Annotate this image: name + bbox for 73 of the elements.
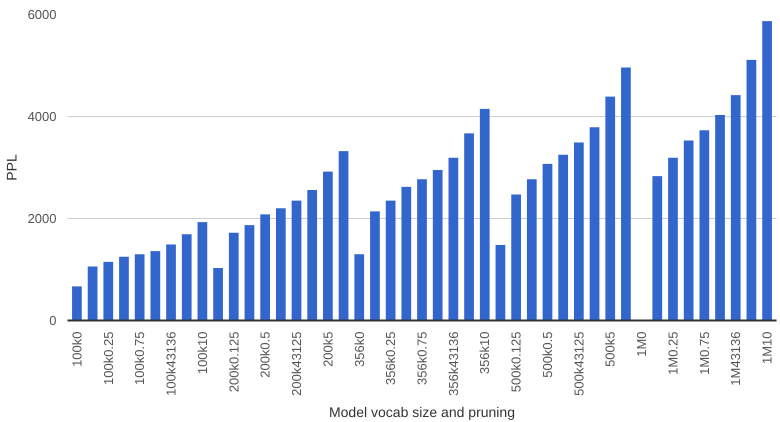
x-tick-label: 1M0.75 xyxy=(696,331,712,375)
bar xyxy=(134,254,145,320)
bar xyxy=(448,158,458,320)
bar xyxy=(88,266,98,320)
bar xyxy=(244,225,254,320)
y-tick-label: 0 xyxy=(49,313,57,328)
bar xyxy=(668,158,678,320)
bar xyxy=(338,151,348,320)
bar xyxy=(699,130,710,320)
bar xyxy=(354,254,364,320)
bar xyxy=(652,176,662,320)
x-tick-label: 1M43136 xyxy=(728,331,744,386)
bar xyxy=(276,208,286,320)
bar xyxy=(496,245,506,320)
bar xyxy=(417,179,427,320)
x-tick-label: 100k0.25 xyxy=(100,331,116,385)
x-tick-label: 500k43125 xyxy=(571,331,586,396)
bar xyxy=(746,60,756,320)
y-axis-title: PPL xyxy=(4,154,20,181)
bar xyxy=(150,251,160,320)
bar xyxy=(684,140,694,320)
x-tick-label: 356k43136 xyxy=(446,331,461,396)
x-tick-label: 356k0.25 xyxy=(383,331,398,385)
bar xyxy=(228,232,239,320)
x-tick-label: 500k0.125 xyxy=(508,331,524,392)
bar xyxy=(198,222,208,320)
x-tick-label: 356k0 xyxy=(352,332,367,367)
bar xyxy=(730,95,741,320)
bar xyxy=(72,286,82,320)
bar xyxy=(511,194,521,320)
bar xyxy=(370,211,380,320)
y-tick-label: 2000 xyxy=(28,211,56,226)
x-tick-label: 500k5 xyxy=(602,332,618,367)
x-tick-label: 200k43125 xyxy=(289,331,304,396)
x-tick-label: 200k0.125 xyxy=(226,331,242,392)
bar xyxy=(432,170,443,320)
x-tick-label: 200k5 xyxy=(320,332,336,367)
bar xyxy=(762,21,772,320)
x-tick-label: 1M0.25 xyxy=(665,331,680,375)
y-tick-label: 4000 xyxy=(28,109,56,124)
bar xyxy=(621,68,631,320)
x-tick-label: 200k0.5 xyxy=(258,331,273,378)
bar xyxy=(386,200,396,320)
y-tick-label: 6000 xyxy=(28,7,56,22)
bar xyxy=(542,164,552,320)
bar xyxy=(590,127,600,320)
x-tick-label: 1M0 xyxy=(634,331,650,357)
bar xyxy=(574,142,584,320)
x-axis-title: Model vocab size and pruning xyxy=(328,404,516,420)
bar xyxy=(182,234,192,320)
x-tick-label: 1M10 xyxy=(760,331,775,364)
bar xyxy=(480,108,490,320)
bar xyxy=(292,200,302,320)
bar xyxy=(103,262,114,320)
x-tick-label: 100k10 xyxy=(194,331,210,374)
x-tick-label: 356k0.75 xyxy=(414,331,430,385)
x-tick-label: 356k10 xyxy=(477,331,492,374)
bar xyxy=(323,172,333,320)
bar xyxy=(213,268,223,320)
bar xyxy=(558,154,568,320)
bar xyxy=(715,114,725,320)
x-tick-label: 100k0 xyxy=(69,332,84,367)
x-tick-label: 500k0.5 xyxy=(540,331,555,378)
bar xyxy=(119,256,129,320)
bar xyxy=(260,214,270,320)
bar xyxy=(464,133,474,320)
bar xyxy=(166,244,176,320)
bar xyxy=(605,96,616,320)
x-tick-label: 100k43136 xyxy=(164,331,179,396)
bar xyxy=(526,179,537,320)
bar xyxy=(307,190,318,320)
bar xyxy=(401,186,412,320)
x-tick-label: 100k0.75 xyxy=(132,331,148,385)
